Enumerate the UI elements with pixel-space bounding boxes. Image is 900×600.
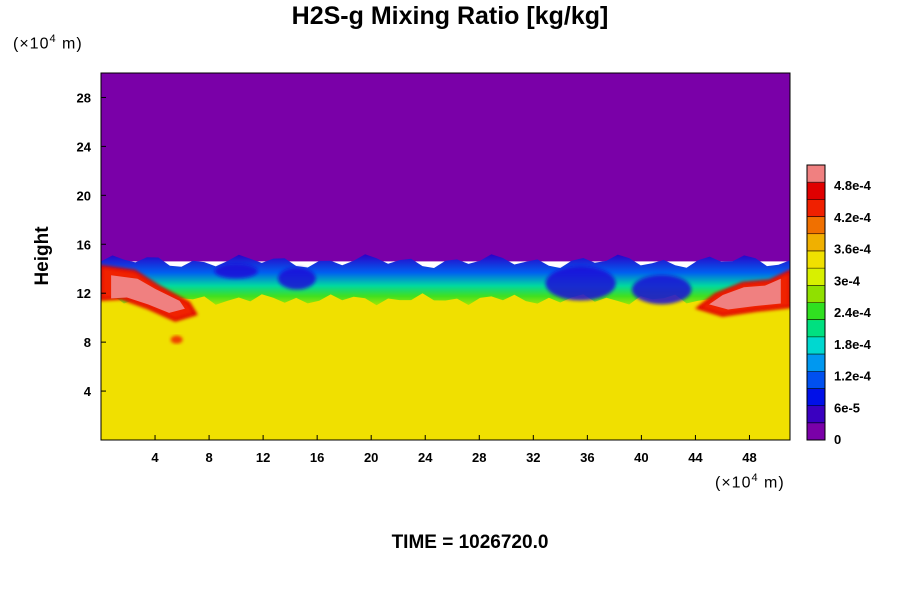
x-tick-label: 44 [688, 450, 703, 465]
colorbar-segment [807, 285, 825, 303]
eddy-4 [214, 263, 258, 279]
x-tick-label: 8 [205, 450, 212, 465]
x-tick-label: 12 [256, 450, 270, 465]
colorbar-tick-label: 3e-4 [834, 273, 861, 288]
x-tick-label: 36 [580, 450, 594, 465]
colorbar-tick-label: 3.6e-4 [834, 242, 872, 257]
left-plume-streak [170, 335, 183, 344]
colorbar-segment [807, 354, 825, 372]
x-tick-label: 20 [364, 450, 378, 465]
colorbar-tick-label: 4.2e-4 [834, 210, 872, 225]
colorbar-segment [807, 165, 825, 183]
x-tick-label: 4 [151, 450, 159, 465]
eddy-2 [545, 266, 616, 301]
region-transition-band [101, 254, 790, 307]
y-tick-label: 20 [77, 188, 91, 203]
colorbar-tick-label: 4.8e-4 [834, 178, 872, 193]
x-tick-label: 40 [634, 450, 648, 465]
right-plume [694, 269, 790, 317]
colorbar-segment [807, 302, 825, 321]
eddy-3 [631, 274, 692, 305]
x-tick-label: 16 [310, 450, 324, 465]
colorbar-segment [807, 250, 825, 269]
colorbar-tick-label: 6e-5 [834, 400, 860, 415]
colorbar-tick-label: 2.4e-4 [834, 305, 872, 320]
y-tick-label: 4 [84, 384, 92, 399]
eddy-1 [277, 267, 316, 290]
region-lower-layer [101, 293, 790, 440]
y-axis-unit: (×104 m) [13, 33, 83, 53]
colorbar-tick-label: 0 [834, 432, 841, 447]
plot-frame [100, 72, 791, 441]
colorbar-segment [807, 405, 825, 424]
colorbar-tick-label: 1.2e-4 [834, 369, 872, 384]
time-label: TIME = 1026720.0 [391, 532, 549, 553]
colorbar-segment [807, 388, 825, 407]
x-axis-unit: (×104 m) [715, 472, 785, 492]
colorbar-segment [807, 319, 825, 338]
left-plume [101, 264, 198, 322]
x-tick-label: 24 [418, 450, 433, 465]
x-axis: 4 8 12 16 20 24 28 32 36 40 44 48 [151, 435, 757, 465]
colorbar: 0 6e-5 1.2e-4 1.8e-4 2.4e-4 3e-4 3.6e-4 4.2e-4 4… [806, 164, 872, 447]
colorbar-segment [807, 336, 825, 355]
x-tick-label: 32 [526, 450, 540, 465]
colorbar-segment [807, 216, 825, 235]
colorbar-segment [807, 268, 825, 286]
y-tick-label: 28 [77, 90, 91, 105]
x-tick-label: 28 [472, 450, 486, 465]
colorbar-segment [807, 182, 825, 200]
y-tick-label: 12 [77, 286, 91, 301]
y-tick-label: 16 [77, 237, 91, 252]
colorbar-segment [807, 371, 825, 389]
y-axis: 4 8 12 16 20 24 28 [77, 90, 106, 399]
colorbar-segment [807, 233, 825, 252]
colorbar-segment [807, 422, 825, 441]
colorbar-tick-label: 1.8e-4 [834, 337, 872, 352]
colorbar-frame [806, 164, 826, 441]
chart-title: H2S-g Mixing Ratio [kg/kg] [291, 2, 609, 30]
x-tick-label: 48 [742, 450, 756, 465]
y-tick-label: 8 [84, 335, 91, 350]
y-tick-label: 24 [77, 139, 92, 154]
plot-area [101, 73, 790, 440]
colorbar-segment [807, 199, 825, 218]
region-upper-layer [101, 73, 790, 262]
